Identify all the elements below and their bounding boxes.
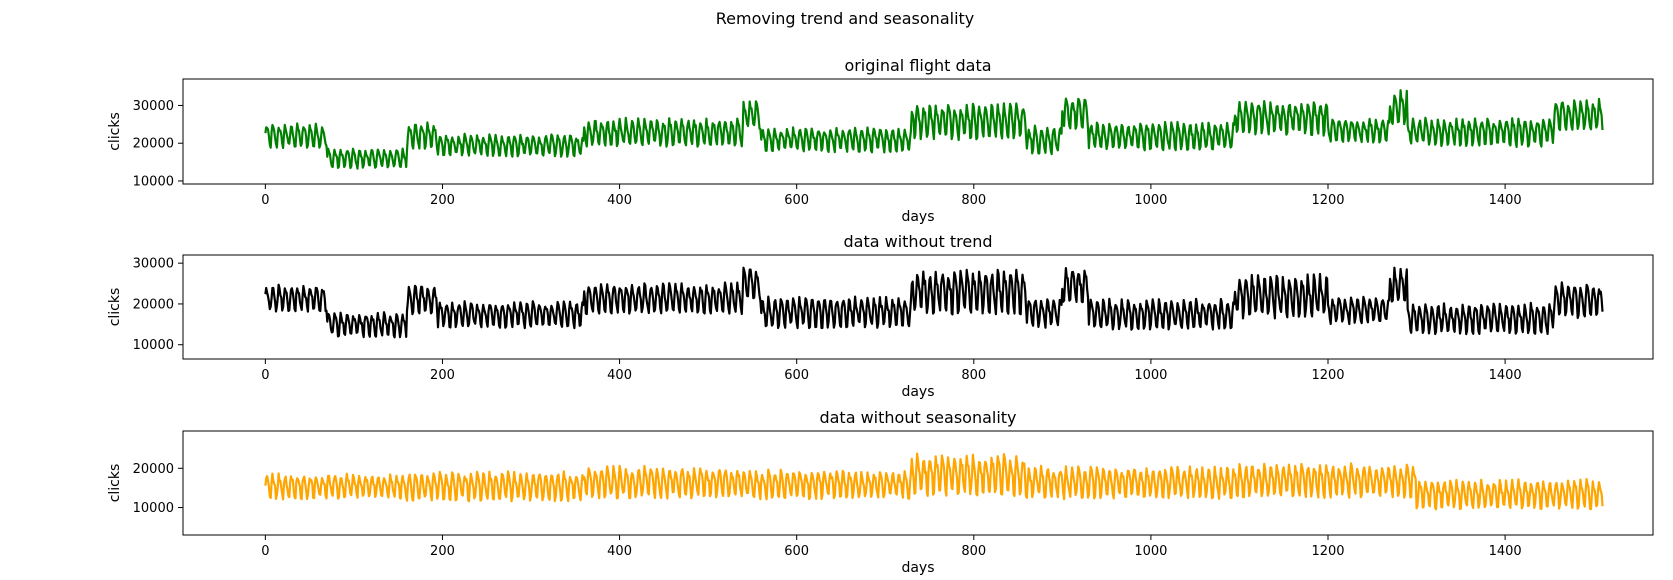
y-tick-label: 10000 [133,501,174,516]
x-tick-label: 800 [961,544,986,559]
plot-frame [182,430,1654,536]
y-tick-label: 10000 [133,174,174,189]
x-tick-label: 200 [430,368,455,383]
x-tick-label: 600 [784,368,809,383]
x-tick-label: 400 [607,544,632,559]
x-tick-label: 800 [961,193,986,208]
x-tick-label: 0 [261,544,269,559]
x-tick-label: 200 [430,544,455,559]
x-axis-label: days [901,560,934,576]
x-tick-label: 800 [961,368,986,383]
subplot-title: original flight data [844,56,991,75]
x-axis-label: days [901,384,934,400]
x-tick-label: 0 [261,193,269,208]
x-tick-label: 400 [607,368,632,383]
plot-frame [182,78,1654,185]
series-line [264,452,1604,511]
x-tick-label: 1000 [1134,368,1167,383]
x-tick-label: 600 [784,193,809,208]
subplot-1: original flight data 0 200 400 600 800 1000 120… [107,56,1654,225]
y-tick-label: 10000 [133,338,174,353]
plot-frame [182,254,1654,360]
series-line [264,89,1604,170]
y-axis-label: clicks [107,112,123,151]
y-tick-label: 30000 [133,99,174,114]
x-tick-label: 0 [261,368,269,383]
subplot-2: data without trend 0 200 400 600 800 1000 1200 1… [107,232,1654,400]
subplot-title: data without seasonality [819,408,1016,427]
subplot-title: data without trend [844,232,993,251]
y-tick-label: 30000 [133,257,174,272]
x-tick-label: 1400 [1489,544,1522,559]
figure-suptitle: Removing trend and seasonality [716,9,975,28]
y-axis-label: clicks [107,288,123,327]
x-tick-label: 1200 [1311,193,1344,208]
x-tick-label: 1000 [1134,544,1167,559]
x-tick-label: 1000 [1134,193,1167,208]
y-axis-label: clicks [107,464,123,503]
series-line [264,266,1604,339]
y-tick-label: 20000 [133,137,174,152]
y-tick-label: 20000 [133,462,174,477]
subplot-3: data without seasonality 0 200 400 600 800 100… [107,408,1654,576]
x-tick-label: 1200 [1311,368,1344,383]
x-axis-label: days [901,209,934,225]
x-tick-label: 1200 [1311,544,1344,559]
y-tick-label: 20000 [133,297,174,312]
x-tick-label: 200 [430,193,455,208]
x-tick-label: 1400 [1489,193,1522,208]
x-tick-label: 400 [607,193,632,208]
x-tick-label: 600 [784,544,809,559]
x-tick-label: 1400 [1489,368,1522,383]
